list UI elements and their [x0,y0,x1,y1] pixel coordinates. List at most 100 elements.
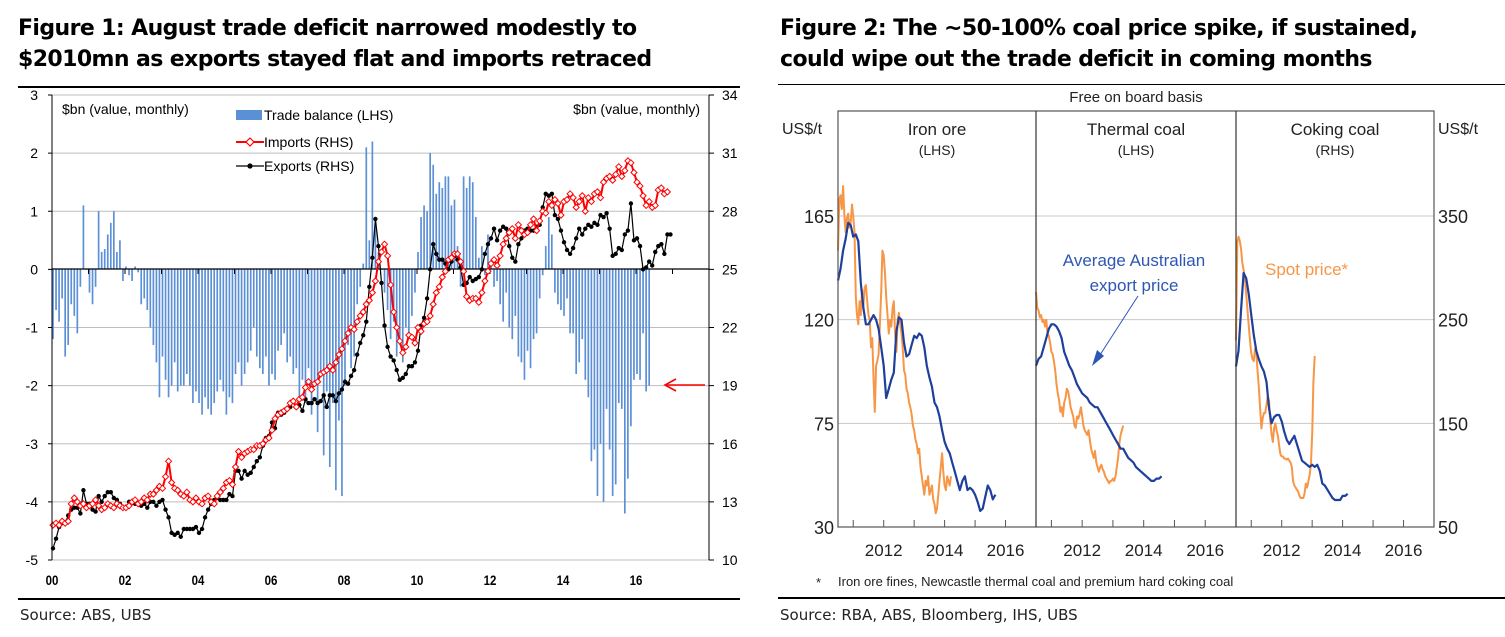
imports-point [192,494,200,502]
figure1-title-line2: $2010mn as exports stayed flat and impor… [18,47,652,72]
exports-point [604,210,609,216]
average-price-label-line1: Average Australian [1063,251,1205,270]
imports-point [493,261,501,270]
imports-point [599,178,608,186]
trade-balance-bar [438,182,441,270]
figure1-bottom-rule [18,598,740,600]
exports-point [507,243,512,249]
trade-balance-bar [383,269,386,293]
left-tick-label: 30 [814,518,834,538]
figure2-plot-frame [837,110,1435,528]
exports-point [367,284,372,290]
trade-balance-bar [362,263,365,270]
exports-point [145,505,150,510]
panel-title: Iron ore [908,120,967,139]
trade-balance-bar [517,269,520,357]
trade-balance-bar [176,269,179,392]
left-tick-label: -2 [26,378,39,394]
figure2-chart: Free on board basis Iron ore (LHS) Thermal… [782,89,1479,590]
exports-point [160,497,165,503]
trade-balance-bar [128,269,130,276]
imports-point [636,182,644,190]
exports-point [178,534,183,539]
trade-balance-bar [596,269,599,497]
figure2-x-ticks: 2012 2014 2016 2012 2014 2016 2012 2014 2016 [852,520,1422,560]
figure1-x-tick-labels: 00 02 04 06 08 10 12 14 16 [46,572,643,588]
spot-price-line-iron-ore [837,185,952,515]
imports-point [180,492,188,500]
trade-balance-bar [313,269,316,386]
exports-point [242,468,247,474]
trade-balance-bar [462,176,465,270]
trade-balance-bar [61,269,63,299]
imports-point [219,484,228,493]
spot-price-label: Spot price* [1265,260,1349,279]
imports-point [423,317,431,326]
trade-balance-bar [453,199,456,270]
trade-balance-bar [584,269,587,380]
imports-point [639,192,647,200]
trade-balance-bar [423,205,425,270]
trade-balance-bar [581,269,584,340]
exports-point [491,226,497,231]
right-tick-label: 350 [1438,207,1468,227]
trade-balance-bar [520,269,523,363]
figure2-title-line2: could wipe out the trade deficit in comi… [780,47,1372,72]
imports-point [456,257,465,266]
exports-point [175,530,180,536]
imports-point [52,519,60,527]
trade-balance-bar [441,188,444,270]
imports-point [484,267,492,276]
imports-point [271,414,279,423]
exports-point [105,489,110,495]
exports-point [385,344,390,350]
left-tick-label: 0 [30,261,38,277]
exports-point [567,251,573,257]
left-tick-label: 75 [814,414,834,434]
imports-point [505,228,513,237]
imports-point [158,484,167,493]
trade-balance-bar [477,257,480,270]
imports-point [566,190,574,198]
figure2-y-tick-labels: 165 120 75 30 350 250 150 50 [804,207,1468,538]
x-tick-label: 2016 [987,541,1025,560]
imports-point [414,323,422,332]
trade-balance-bar [350,269,352,369]
trade-balance-bar [131,269,133,281]
exports-point [583,226,588,231]
trade-balance-bar [112,211,115,270]
exports-point [394,367,399,373]
trade-balance-bar [648,269,651,386]
trade-balance-bar [103,249,106,270]
trade-balance-bar [426,211,428,270]
trade-balance-bar [481,246,483,270]
trade-balance-bar [91,269,94,305]
trade-balance-bar [277,269,279,351]
exports-point [607,226,612,231]
imports-point [587,197,596,206]
imports-point [393,323,401,332]
trade-balance-bar [602,269,605,502]
imports-point [535,217,544,225]
trade-balance-bar [365,147,368,270]
exports-point [193,524,199,530]
imports-point [581,207,589,215]
exports-point [373,216,378,222]
average-price-pointer [1097,295,1139,359]
trade-balance-bar [173,269,176,363]
x-tick-label: 02 [119,572,132,588]
trade-balance-bar [234,269,237,374]
imports-point [131,496,139,504]
right-tick-label: 28 [722,203,738,219]
imports-point [514,221,523,229]
figure1-left-tick-labels: 3 2 1 0 -1 -2 -3 -4 -5 [26,87,52,568]
trade-balance-bar [216,269,219,392]
exports-point [409,364,415,369]
imports-point [259,440,267,448]
imports-point [313,378,322,386]
exports-point [379,280,384,286]
figure1-arrow-annotation [663,378,705,392]
imports-point [183,488,191,496]
trade-balance-bar [58,269,60,322]
